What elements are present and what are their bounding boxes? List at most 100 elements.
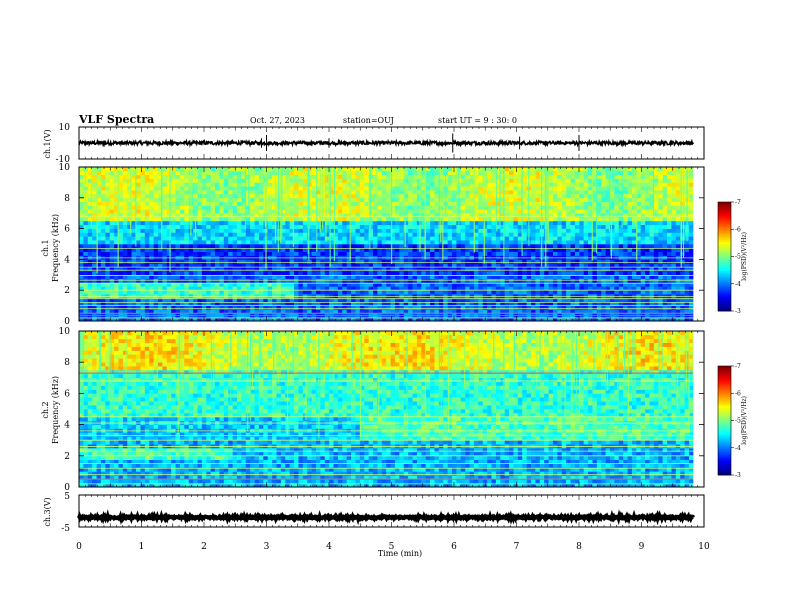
spectrogram-cell [149, 263, 154, 268]
spectrogram-cell [114, 209, 119, 214]
spectrogram-cell [228, 263, 233, 268]
spectrogram-cell [680, 301, 685, 306]
spectrogram-cell [447, 213, 453, 218]
spectrogram-cell [149, 301, 154, 306]
spectrogram-cell [425, 190, 431, 195]
spectrogram-cell [215, 236, 220, 241]
spectrogram-cell [280, 209, 286, 214]
spectrogram-cell [478, 224, 484, 229]
spectrogram-cell [171, 220, 176, 226]
spectrogram-cell [443, 251, 448, 256]
spectrogram-cell [399, 297, 405, 303]
spectrogram-cell [386, 236, 391, 241]
spectrogram-cell [574, 297, 580, 303]
spectrogram-cell [408, 228, 413, 233]
spectrogram-cell [662, 274, 668, 279]
spectrogram-cell [610, 201, 615, 206]
spectrogram-cell [219, 220, 225, 226]
spectrogram-cell [583, 209, 589, 214]
spectrogram-cell [390, 317, 396, 322]
spectrogram-cell [206, 190, 211, 195]
spectrogram-cell [315, 240, 321, 245]
spectrogram-cell [662, 244, 668, 249]
spectrogram-cell [671, 259, 677, 264]
spectrogram-cell [447, 290, 453, 295]
spectrogram-cell [179, 217, 185, 222]
spectrogram-cell [324, 201, 330, 206]
spectrogram-cell [289, 301, 295, 306]
spectrogram-cell [430, 232, 435, 237]
spectrogram-cell [403, 193, 409, 199]
spectrogram-cell [355, 270, 361, 276]
spectrogram-cell [631, 274, 637, 279]
spectrogram-cell [241, 244, 247, 249]
spectrogram-cell [171, 197, 176, 202]
spectrogram-cell [285, 213, 290, 218]
spectrogram-cell [232, 317, 238, 322]
spectrogram-cell [658, 193, 663, 199]
spectrogram-cell [645, 201, 650, 206]
spectrogram-cell [491, 267, 497, 272]
spectrogram-cell [452, 201, 457, 206]
spectrogram-cell [539, 297, 545, 303]
spectrogram-cell [430, 282, 435, 287]
spectrogram-cell [223, 282, 229, 287]
spectrogram-cell [443, 259, 448, 264]
spectrogram-cell [333, 205, 339, 210]
spectrogram-cell [447, 236, 453, 241]
spectrogram-cell [473, 309, 479, 314]
spectrogram-cell [219, 286, 225, 291]
spectrogram-cell [605, 301, 611, 306]
spectrogram-cell [127, 297, 132, 303]
spectrogram-cell [509, 236, 514, 241]
spectrogram-cell [531, 244, 536, 249]
spectrogram-cell [381, 228, 387, 233]
spectrogram-cell [92, 186, 97, 191]
spectrogram-cell [171, 267, 176, 272]
spectrogram-cell [311, 190, 317, 195]
spectrogram-cell [206, 209, 211, 214]
spectrogram-cell [140, 282, 146, 287]
spectrogram-cell [421, 297, 426, 303]
spectrogram-cell [122, 201, 128, 206]
spectrogram-cell [688, 290, 694, 295]
spectrogram-cell [610, 282, 615, 287]
spectrogram-cell [171, 193, 176, 199]
spectrogram-cell [623, 190, 628, 195]
spectrogram-cell [83, 236, 89, 241]
spectrogram-cell [513, 274, 519, 279]
spectrogram-cell [100, 193, 106, 199]
spectrogram-cell [171, 240, 176, 245]
spectrogram-cell [364, 267, 369, 272]
spectrogram-cell [583, 240, 589, 245]
spectrogram-cell [351, 278, 356, 283]
spectrogram-cell [337, 301, 343, 306]
spectrogram-cell [574, 309, 580, 314]
spectrogram-cell [618, 309, 624, 314]
spectrogram-cell [245, 197, 251, 202]
spectrogram-cell [535, 205, 541, 210]
spectrogram-cell [228, 232, 233, 237]
spectrogram-cell [667, 247, 672, 252]
spectrogram-cell [285, 240, 290, 245]
spectrogram-cell [399, 278, 405, 283]
spectrogram-cell [517, 232, 523, 237]
spectrogram-cell [487, 282, 492, 287]
spectrogram-cell [201, 278, 207, 283]
spectrogram-cell [285, 209, 290, 214]
spectrogram-cell [579, 270, 584, 276]
spectrogram-cell [337, 201, 343, 206]
spectrogram-cell [465, 263, 470, 268]
spectrogram-cell [658, 267, 663, 272]
spectrogram-cell [92, 270, 97, 276]
spectrogram-cell [596, 244, 602, 249]
spectrogram-cell [245, 274, 251, 279]
spectrogram-cell [131, 236, 137, 241]
spectrogram-cell [447, 305, 453, 310]
spectrogram-cell [219, 236, 225, 241]
figure-title: VLF Spectra [78, 113, 154, 126]
spectrogram-cell [236, 213, 242, 218]
spectrogram-cell [118, 270, 124, 276]
spectrogram-cell [610, 290, 615, 295]
spectrogram-cell [517, 305, 523, 310]
